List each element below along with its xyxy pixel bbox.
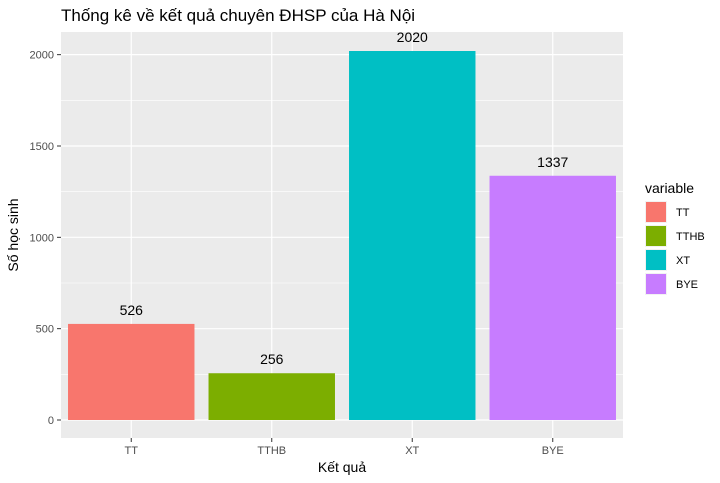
data-labels-group: 526 256 2020 1337: [120, 29, 569, 367]
legend-swatch: [646, 250, 666, 270]
y-tick-label: 0: [48, 415, 54, 427]
bar: [349, 51, 476, 420]
x-axis-title: Kết quả: [318, 459, 366, 475]
bar: [68, 323, 195, 420]
legend-label: TT: [676, 207, 690, 219]
x-tick-label: BYE: [542, 445, 564, 457]
y-axis-title: Số học sinh: [5, 198, 21, 271]
data-label: 256: [260, 351, 284, 367]
x-tick-label: TTHB: [257, 445, 286, 457]
data-label: 2020: [397, 29, 428, 45]
data-label: 526: [120, 302, 144, 318]
legend-label: BYE: [676, 279, 698, 291]
data-label: 1337: [537, 154, 568, 170]
chart-title: Thống kê về kết quả chuyên ĐHSP của Hà N…: [61, 6, 415, 25]
y-tick-label: 500: [36, 324, 54, 336]
legend-label: TTHB: [676, 231, 705, 243]
bar: [489, 175, 616, 420]
x-tick-label: TT: [125, 445, 139, 457]
bar: [208, 373, 335, 420]
legend-items: TT TTHB XT BYE: [645, 201, 705, 295]
y-tick-label: 2000: [30, 50, 54, 62]
legend-swatch: [646, 226, 666, 246]
legend-label: XT: [676, 255, 690, 267]
y-axis: 0 500 1000 1500 2000: [30, 50, 61, 427]
x-axis: TT TTHB XT BYE: [125, 438, 564, 457]
legend: variable TT TTHB XT BYE: [645, 180, 705, 295]
x-tick-label: XT: [405, 445, 419, 457]
y-tick-label: 1500: [30, 141, 54, 153]
y-tick-label: 1000: [30, 232, 54, 244]
bars-group: [68, 51, 616, 420]
legend-swatch: [646, 202, 666, 222]
legend-title: variable: [645, 180, 694, 196]
legend-swatch: [646, 274, 666, 294]
